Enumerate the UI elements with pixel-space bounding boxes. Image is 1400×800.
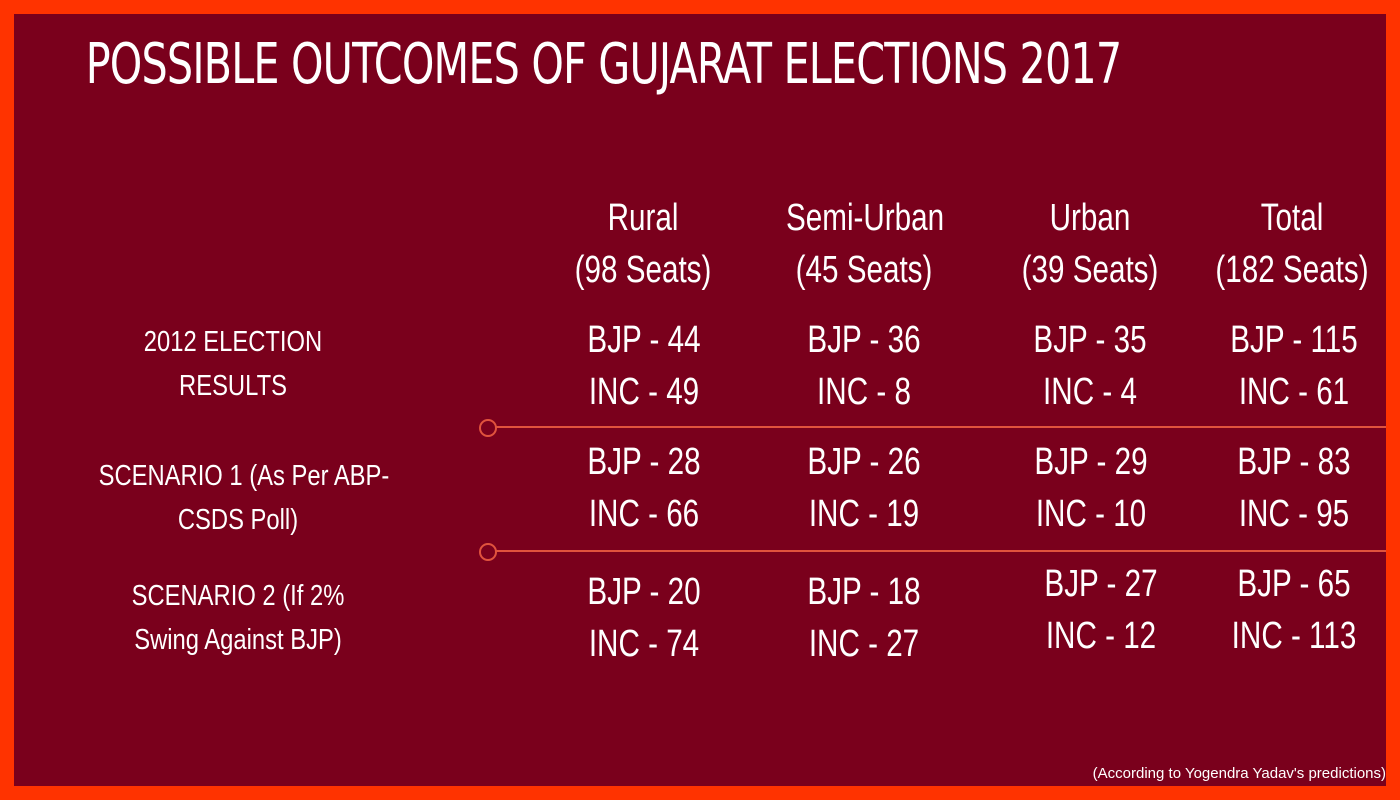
table-cell: BJP - 36 INC - 8: [786, 314, 942, 418]
bjp-seats: BJP - 18: [807, 571, 921, 613]
table-cell: BJP - 20 INC - 74: [566, 566, 722, 670]
row-label-line: Swing Against BJP): [134, 624, 342, 656]
bjp-seats: BJP - 36: [807, 319, 921, 361]
row-label-2012-results: 2012 ELECTION RESULTS: [110, 320, 356, 408]
source-note: (According to Yogendra Yadav's predictio…: [1092, 765, 1386, 782]
column-seats: (98 Seats): [574, 249, 712, 291]
inc-seats: INC - 8: [817, 371, 911, 413]
bjp-seats: BJP - 44: [587, 319, 701, 361]
column-name: Rural: [607, 197, 679, 239]
row-label-line: RESULTS: [179, 370, 287, 402]
column-header-rural: Rural (98 Seats): [565, 192, 721, 296]
inc-seats: INC - 10: [1035, 493, 1147, 535]
table-cell: BJP - 115 INC - 61: [1216, 314, 1372, 418]
inc-seats: INC - 74: [588, 623, 700, 665]
bjp-seats: BJP - 26: [807, 441, 921, 483]
table-cell: BJP - 44 INC - 49: [566, 314, 722, 418]
column-name: Urban: [1049, 197, 1131, 239]
inc-seats: INC - 113: [1231, 615, 1357, 657]
row-label-line: SCENARIO 1 (As Per ABP-: [98, 460, 390, 492]
column-seats: (39 Seats): [1021, 249, 1159, 291]
bjp-seats: BJP - 115: [1230, 319, 1358, 361]
column-seats: (182 Seats): [1215, 249, 1369, 291]
bjp-seats: BJP - 65: [1237, 563, 1351, 605]
table-cell: BJP - 27 INC - 12: [1023, 558, 1179, 662]
bjp-seats: BJP - 35: [1033, 319, 1147, 361]
divider-dot: [479, 543, 497, 561]
row-label-scenario-1: SCENARIO 1 (As Per ABP- CSDS Poll): [98, 454, 390, 542]
bjp-seats: BJP - 20: [587, 571, 701, 613]
inc-seats: INC - 12: [1045, 615, 1157, 657]
inc-seats: INC - 66: [588, 493, 700, 535]
table-cell: BJP - 35 INC - 4: [1012, 314, 1168, 418]
bjp-seats: BJP - 27: [1044, 563, 1158, 605]
table-cell: BJP - 28 INC - 66: [566, 436, 722, 540]
column-header-urban: Urban (39 Seats): [1012, 192, 1168, 296]
table-cell: BJP - 26 INC - 19: [786, 436, 942, 540]
table-cell: BJP - 83 INC - 95: [1216, 436, 1372, 540]
column-header-total: Total (182 Seats): [1214, 192, 1370, 296]
inc-seats: INC - 95: [1238, 493, 1350, 535]
inc-seats: INC - 19: [808, 493, 920, 535]
page-title: POSSIBLE OUTCOMES OF GUJARAT ELECTIONS 2…: [85, 32, 1122, 97]
table-cell: BJP - 29 INC - 10: [1013, 436, 1169, 540]
inc-seats: INC - 49: [588, 371, 700, 413]
bjp-seats: BJP - 29: [1034, 441, 1148, 483]
inc-seats: INC - 61: [1238, 371, 1350, 413]
bjp-seats: BJP - 83: [1237, 441, 1351, 483]
column-header-semi-urban: Semi-Urban (45 Seats): [786, 192, 945, 296]
row-divider: [496, 426, 1386, 428]
column-name: Total: [1260, 197, 1324, 239]
column-name: Semi-Urban: [786, 197, 945, 239]
inc-seats: INC - 4: [1043, 371, 1137, 413]
row-label-line: CSDS Poll): [177, 504, 299, 536]
divider-dot: [479, 419, 497, 437]
row-label-scenario-2: SCENARIO 2 (If 2% Swing Against BJP): [115, 574, 361, 662]
row-divider: [496, 550, 1386, 552]
inc-seats: INC - 27: [808, 623, 920, 665]
table-cell: BJP - 18 INC - 27: [786, 566, 942, 670]
row-label-line: 2012 ELECTION: [143, 326, 323, 358]
column-seats: (45 Seats): [795, 249, 933, 291]
row-label-line: SCENARIO 2 (If 2%: [131, 580, 345, 612]
bjp-seats: BJP - 28: [587, 441, 701, 483]
table-cell: BJP - 65 INC - 113: [1216, 558, 1372, 662]
